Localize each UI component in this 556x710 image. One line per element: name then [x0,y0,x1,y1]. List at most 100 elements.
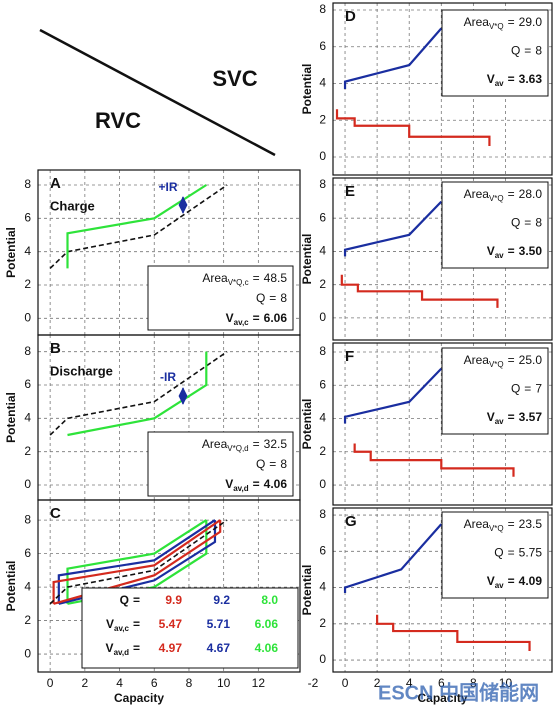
info-label: Q [256,457,265,471]
info-value: 8 [535,216,542,230]
info-sep: = [269,291,276,305]
y-tick-label: 4 [319,580,326,594]
y-tick-label: 0 [24,477,31,491]
info-label: V [487,410,495,424]
x-tick-label: 0 [47,676,54,690]
y-tick-label: 6 [24,546,31,560]
y-tick-label: 0 [24,311,31,325]
info-box-frame [441,511,549,599]
series-line [52,519,221,604]
info-label: V [106,617,114,631]
y-axis-label: Potential [300,64,314,115]
y-tick-label: 0 [319,477,326,491]
info-sep: = [508,353,515,367]
info-line: AreaV*Q = 23.5 [464,517,543,533]
info-subscript: V*Q [489,360,504,369]
x-axis-label: Capacity [114,691,164,705]
x-axis-label: Capacity [417,691,467,705]
info-label: Q [256,291,265,305]
y-tick-label: 8 [319,344,326,358]
info-label: Q [120,593,129,607]
y-tick-label: 4 [24,579,31,593]
info-line: Vav = 3.50 [487,244,543,260]
series-line [49,351,228,436]
info-label: Q [511,216,520,230]
table-value: 6.06 [255,617,279,631]
y-tick-label: 2 [24,444,31,458]
y-tick-label: 0 [319,652,326,666]
info-box: AreaV*Q,d = 32.5 Q = 8 Vav,d = 4.06 [147,431,294,497]
x-tick-label: 10 [217,676,231,690]
ir-label: -IR [160,370,176,384]
info-value: 28.0 [519,187,543,201]
info-value: 8 [535,44,542,58]
info-sep: = [508,244,515,258]
panel-label: G [345,513,357,530]
table-value: 4.67 [207,641,231,655]
y-tick-label: 6 [319,543,326,557]
panel-label: A [50,175,61,192]
info-box: AreaV*Q = 23.5 Q = 5.75 Vav = 4.09 [441,511,549,599]
ir-label: +IR [158,180,177,194]
y-tick-label: 6 [319,377,326,391]
info-subscript: V*Q,c [228,278,249,287]
info-sep: = [253,477,260,491]
info-value: 4.09 [519,574,543,588]
y-tick-label: 8 [319,2,326,16]
x-tick-label: 2 [82,676,89,690]
rvc-label: RVC [95,108,141,133]
info-line: Q = 7 [511,382,542,396]
info-subscript: V*Q [489,194,504,203]
info-label: V [226,311,234,325]
series-line [49,519,228,605]
info-value: 8 [280,457,287,471]
info-label: V [487,72,495,86]
info-label: Q [511,382,520,396]
x-tick-label: 4 [406,676,413,690]
info-value: 6.06 [264,311,288,325]
info-value: 3.57 [519,410,543,424]
table-value: 5.71 [207,617,231,631]
table-value: 9.2 [213,593,230,607]
info-line: Vav = 3.57 [487,410,543,426]
y-tick-label: 2 [319,112,326,126]
info-subscript: V*Q [489,524,504,533]
series-line [376,614,531,651]
info-sep: = [253,437,260,451]
series-line [343,523,443,593]
y-tick-label: 0 [24,646,31,660]
info-value: 3.63 [519,72,543,86]
info-sep: = [508,187,515,201]
info-line: Vav,c = 6.06 [226,311,288,327]
info-line: AreaV*Q,c = 48.5 [202,271,287,287]
watermark: ESCN 中国储能网 [378,680,539,704]
info-box: AreaV*Q = 28.0 Q = 8 Vav = 3.50 [441,181,549,269]
y-axis-label: Potential [4,561,18,612]
info-line: Q = [120,593,140,607]
info-line: Vav,c = [106,617,140,633]
info-value: 8 [280,291,287,305]
y-axis-label: Potential [4,227,18,278]
y-tick-label: 6 [319,210,326,224]
y-axis-label: Potential [300,234,314,285]
y-tick-label: 8 [319,507,326,521]
y-axis-label: Potential [4,392,18,443]
info-sep: = [524,382,531,396]
info-line: AreaV*Q,d = 32.5 [202,437,287,453]
x-tick-label: 8 [186,676,193,690]
y-axis-label: Potential [300,565,314,616]
info-box: AreaV*Q,c = 48.5 Q = 8 Vav,c = 6.06 [147,265,294,331]
y-tick-label: 4 [24,244,31,258]
info-line: Q = 8 [256,291,287,305]
y-tick-label: 4 [319,244,326,258]
info-label: V [106,641,114,655]
info-value: 4.06 [264,477,288,491]
panel-label: B [50,340,61,357]
info-line: Vav = 3.63 [487,72,543,88]
info-subscript: av [495,417,504,426]
y-tick-label: 2 [24,613,31,627]
y-tick-label: 2 [319,444,326,458]
info-box-frame [441,181,549,269]
table-value: 4.06 [255,641,279,655]
table-value: 8.0 [261,593,278,607]
